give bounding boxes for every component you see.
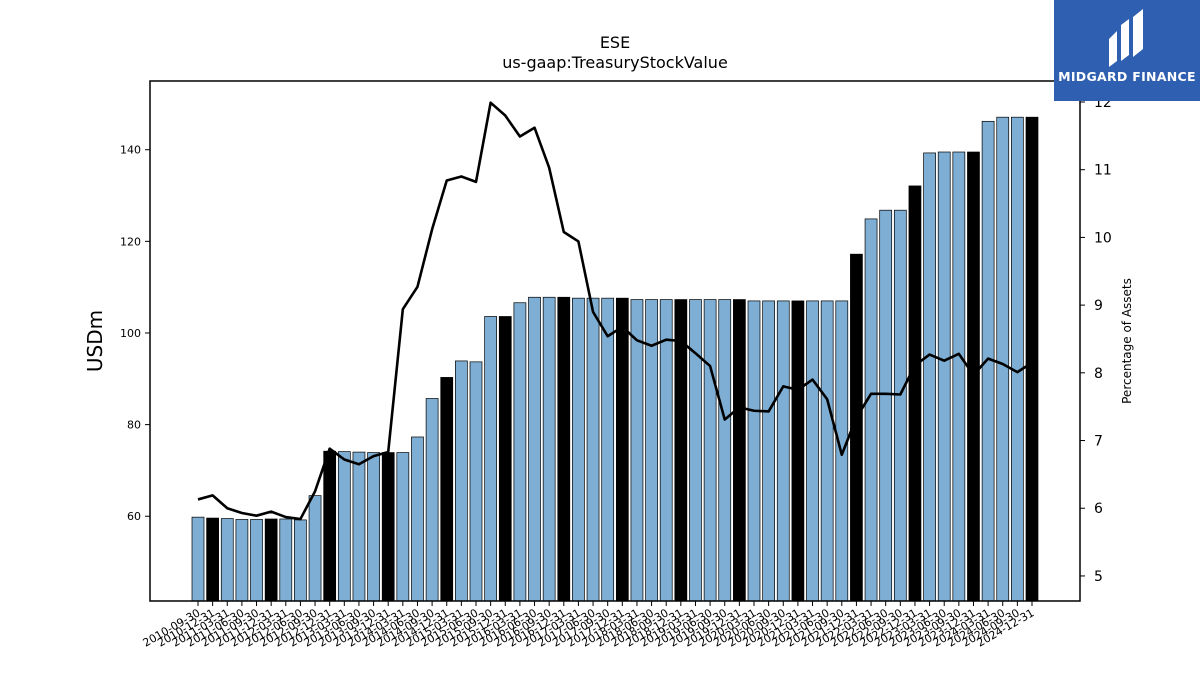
y-axis-label: USDm bbox=[83, 310, 107, 372]
x-axis: 2010-09-302010-12-312011-03-312011-06-30… bbox=[141, 601, 1037, 650]
pct-assets-line bbox=[197, 101, 1033, 521]
bar bbox=[220, 518, 234, 602]
brand-logo: MIDGARD FINANCE bbox=[1054, 0, 1200, 101]
bar bbox=[469, 361, 483, 602]
bar bbox=[630, 299, 644, 602]
bar bbox=[659, 299, 673, 602]
brand-name: MIDGARD FINANCE bbox=[1058, 69, 1196, 84]
bar bbox=[411, 436, 424, 602]
bar bbox=[367, 452, 380, 602]
bar bbox=[937, 151, 951, 602]
bar bbox=[323, 450, 337, 602]
y-axis-left: 60 80 100 120 140 bbox=[120, 144, 150, 523]
bar bbox=[572, 297, 585, 602]
bar bbox=[191, 516, 205, 602]
y2-tick-label: 6 bbox=[1094, 501, 1103, 517]
y-tick-label: 80 bbox=[127, 419, 141, 432]
bar bbox=[396, 452, 410, 602]
bar bbox=[703, 299, 717, 602]
bar bbox=[1011, 116, 1024, 602]
bar bbox=[455, 360, 468, 602]
y2-tick-label: 9 bbox=[1094, 298, 1103, 314]
bar bbox=[615, 297, 629, 602]
y-tick-label: 60 bbox=[127, 510, 141, 523]
bar bbox=[381, 452, 395, 602]
bar bbox=[279, 518, 293, 602]
bar bbox=[952, 151, 966, 602]
y2-tick-label: 11 bbox=[1094, 163, 1112, 179]
bar bbox=[1025, 116, 1039, 602]
bar bbox=[718, 299, 732, 602]
bar bbox=[689, 299, 702, 602]
bars-group bbox=[191, 116, 1039, 602]
bar bbox=[908, 185, 922, 602]
bar bbox=[484, 316, 497, 602]
bar bbox=[352, 451, 366, 602]
y2-tick-label: 8 bbox=[1094, 366, 1103, 382]
plot-frame bbox=[149, 80, 1081, 602]
bar bbox=[206, 517, 219, 602]
bar bbox=[308, 495, 322, 602]
bar bbox=[806, 300, 819, 602]
chart-title: ESE bbox=[600, 33, 630, 52]
bar bbox=[337, 451, 351, 602]
bar bbox=[762, 300, 775, 602]
y2-tick-label: 10 bbox=[1094, 230, 1112, 246]
bar bbox=[557, 296, 571, 602]
y2-axis-label: Percentage of Assets bbox=[1120, 278, 1134, 404]
bar bbox=[923, 152, 936, 602]
bar bbox=[264, 518, 278, 602]
brand-mark-icon bbox=[1109, 9, 1143, 67]
bar bbox=[528, 296, 541, 602]
bar bbox=[791, 300, 805, 602]
y2-tick-label: 5 bbox=[1094, 569, 1103, 585]
line-layer bbox=[197, 101, 1033, 521]
bar bbox=[586, 297, 600, 602]
bar bbox=[294, 519, 307, 602]
bar bbox=[879, 209, 893, 602]
bar bbox=[542, 296, 556, 602]
bar bbox=[893, 209, 907, 602]
bar bbox=[513, 302, 527, 602]
bar bbox=[440, 377, 454, 602]
bar bbox=[235, 519, 249, 602]
y-tick-label: 120 bbox=[120, 235, 141, 248]
bar bbox=[250, 519, 263, 602]
bar bbox=[864, 218, 878, 602]
bar bbox=[747, 300, 761, 602]
bar bbox=[498, 316, 512, 602]
chart-subtitle: us-gaap:TreasuryStockValue bbox=[502, 53, 728, 72]
y2-tick-label: 7 bbox=[1094, 434, 1103, 450]
bar bbox=[820, 300, 834, 602]
y-tick-label: 100 bbox=[120, 327, 141, 340]
bar bbox=[776, 300, 790, 602]
bar bbox=[601, 297, 615, 602]
bar bbox=[967, 151, 980, 602]
y-tick-label: 140 bbox=[120, 144, 141, 157]
bar bbox=[733, 299, 746, 602]
bar bbox=[425, 398, 439, 602]
bar bbox=[996, 116, 1010, 602]
